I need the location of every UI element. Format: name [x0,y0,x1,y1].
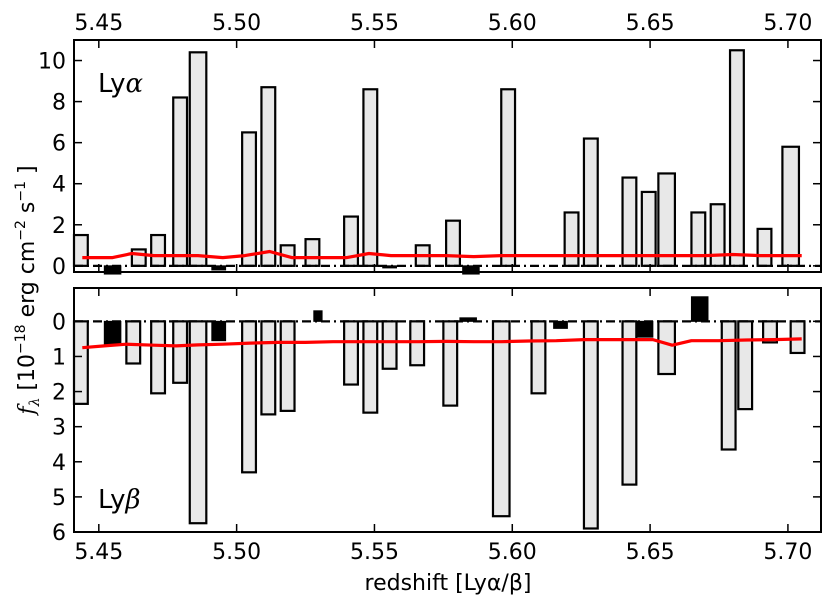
lya-bar-0 [72,233,89,267]
lyb-bar-16 [621,320,638,486]
lyb-bar-19 [737,320,754,411]
lyb-bar-13 [491,320,511,518]
lya-bar-13 [500,88,517,267]
lyb-bar-3 [172,320,189,384]
bottom-x-tick-label-4: 5.65 [626,540,675,565]
top-x-tick-label-0: 5.45 [74,11,123,36]
bottom-x-tick-label-1: 5.50 [212,540,261,565]
lya-bar-10 [362,88,379,267]
lya-panel-label: Lyα [98,69,144,99]
lya-bar-14 [563,211,580,267]
lyb-bar-20 [762,320,778,344]
lyb-bar-8 [343,320,360,386]
top-x-tick-label-2: 5.55 [350,11,399,36]
lya-noise-line [82,249,802,260]
top-x-tick-label-3: 5.60 [488,11,537,36]
lya-bar-9 [343,215,360,267]
lya-bar-21 [728,49,745,267]
lya-y-tick-label-3: 6 [52,132,66,157]
bottom-x-tick-labels: 5.45 5.50 5.55 5.60 5.65 5.70 [74,540,812,565]
lya-bar-20 [709,203,726,267]
lyb-dark-bar-2 [313,310,323,322]
lyb-y-tick-label-1: 1 [52,345,66,370]
lya-frame [73,39,822,273]
lya-y-tick-label-4: 8 [52,91,66,116]
lya-bar-12 [445,219,462,267]
lyb-bar-4 [188,320,208,525]
lyb-bar-6 [260,320,277,416]
lya-y-tick-label-1: 2 [52,214,66,239]
bottom-x-tick-label-0: 5.45 [74,540,123,565]
lya-bar-16 [621,176,638,267]
bottom-x-tick-label-3: 5.60 [488,540,537,565]
lyb-bar-10 [381,320,398,370]
lyb-bar-17 [657,320,677,376]
lyb-y-tick-label-4: 4 [52,451,66,476]
lyb-bar-14 [530,320,547,395]
lya-bar-19 [690,211,707,267]
lya-y-tick-label-5: 10 [38,50,66,75]
lyb-bar-7 [279,320,296,412]
lyb-dark-bar-0 [103,320,122,345]
lya-panel: 0 2 4 6 8 10 [38,39,822,280]
lyb-y-tick-label-0: 0 [52,310,66,335]
lya-bar-6 [260,86,277,267]
lyb-noise-line [82,337,802,350]
lya-bar-8 [304,238,321,267]
lya-bar-22 [756,227,773,267]
lya-bar-2 [150,233,167,267]
lya-y-tick-label-2: 4 [52,173,66,198]
lyb-frame [73,287,822,533]
lya-bar-3 [172,96,189,267]
lyb-y-tick-label-3: 3 [52,416,66,441]
lya-dark-bar-3 [462,265,480,275]
lya-bar-5 [241,131,258,267]
y-axis-label: fλ [10−18 erg cm−2 s−1 ] [13,165,43,416]
bottom-x-tick-label-5: 5.70 [763,540,812,565]
lyb-dark-bar-4 [553,320,568,329]
lyb-panel-label: Lyβ [98,485,141,515]
lya-y-tick-label-0: 0 [52,255,66,280]
lyb-y-tick-label-5: 5 [52,486,66,511]
lyb-bar-1 [125,320,142,365]
lyb-bar-15 [582,320,599,530]
bottom-x-tick-label-2: 5.55 [350,540,399,565]
lyb-dark-bar-5 [635,320,654,338]
lya-bar-4 [188,51,208,267]
top-x-tick-label-5: 5.70 [763,11,812,36]
x-axis-label: redshift [Lyα/β] [365,571,532,596]
top-x-tick-labels: 5.45 5.50 5.55 5.60 5.65 5.70 [74,11,812,36]
lya-bar-1 [130,248,147,267]
lyb-y-tick-label-6: 6 [52,521,66,546]
lyb-y-tick-label-2: 2 [52,381,66,406]
lyb-panel: 0 1 2 3 4 5 6 [52,287,822,546]
lyb-bar-21 [789,320,806,355]
lya-dark-bar-1 [211,265,227,271]
lyb-bar-12 [442,320,459,407]
lyb-dark-bar-6 [690,296,709,322]
lyb-bar-2 [150,320,167,395]
lya-bar-23 [781,145,801,267]
top-x-tick-label-4: 5.65 [626,11,675,36]
lyb-bar-9 [362,320,379,414]
top-x-tick-label-1: 5.50 [212,11,261,36]
lyb-dark-bar-1 [211,320,227,342]
lya-bar-15 [582,137,599,267]
lya-bar-18 [657,172,677,267]
